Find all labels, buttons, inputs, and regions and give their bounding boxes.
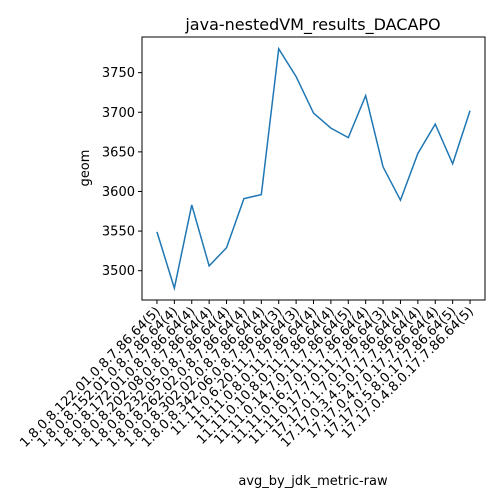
plot-frame (141, 36, 486, 301)
y-tick-label: 3700 (102, 106, 135, 121)
line-series (156, 46, 471, 292)
y-tick-label: 3500 (102, 264, 135, 279)
y-tick-label: 3600 (102, 185, 135, 200)
y-axis-label: geom (78, 150, 93, 187)
x-axis-label: avg_by_jdk_metric-raw (238, 474, 388, 489)
y-tick-label: 3650 (102, 145, 135, 160)
y-tick-label: 3750 (102, 66, 135, 81)
chart-title: java-nestedVM_results_DACAPO (184, 15, 440, 35)
y-tick-label: 3550 (102, 225, 135, 240)
